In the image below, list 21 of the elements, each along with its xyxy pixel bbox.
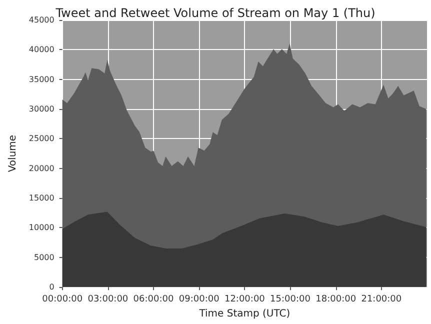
y-tick-label: 35000 <box>28 74 54 84</box>
y-axis-title: Volume <box>8 134 18 172</box>
x-axis-title: Time Stamp (UTC) <box>198 308 290 320</box>
x-tick-label: 21:00:00 <box>361 294 402 305</box>
x-tick-label: 12:00:00 <box>224 294 266 305</box>
y-tick-label: 40000 <box>28 45 54 54</box>
y-tick-label: 15000 <box>28 194 54 203</box>
y-tick-label: 30000 <box>28 104 54 114</box>
x-tick-label: 06:00:00 <box>133 294 174 305</box>
y-tick-label: 20000 <box>28 164 54 173</box>
y-tick-label: 45000 <box>28 16 54 24</box>
y-tick-label: 0 <box>49 282 54 292</box>
x-tick-label: 03:00:00 <box>88 294 128 305</box>
x-tick-label: 15:00:00 <box>270 294 311 305</box>
x-tick-label: 09:00:00 <box>178 294 220 305</box>
chart-title: Tweet and Retweet Volume of Stream on May 1 (Thu) <box>54 6 376 20</box>
y-tick-label: 5000 <box>34 252 54 262</box>
x-tick-label: 00:00:00 <box>42 294 83 305</box>
x-tick-label: 18:00:00 <box>316 294 356 305</box>
y-tick-label: 25000 <box>28 134 54 144</box>
y-tick-label: 10000 <box>28 223 54 232</box>
